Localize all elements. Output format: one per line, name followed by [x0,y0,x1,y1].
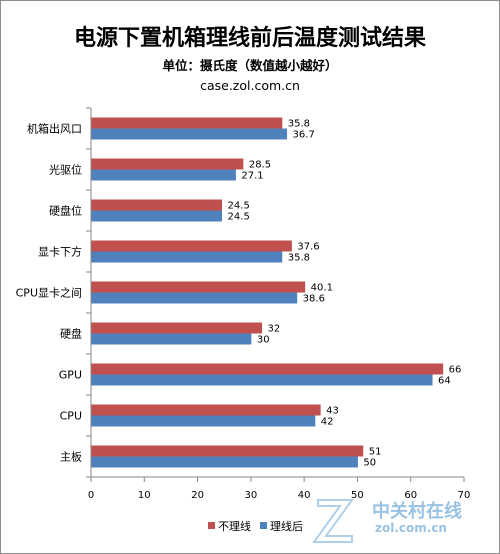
x-tick-label: 20 [191,490,204,501]
x-tick-label: 0 [88,490,94,501]
data-label: 37.6 [297,242,319,253]
watermark-text: 中关村在线 [372,500,462,522]
data-label: 64 [438,376,451,387]
data-label: 66 [449,365,462,376]
category-label: 机箱出风口 [27,122,82,136]
bar-before [91,199,223,211]
bar-before [91,404,321,416]
chart-source: case.zol.com.cn [200,78,300,93]
x-tick-label: 60 [404,490,417,501]
data-label: 42 [321,417,334,428]
bar-before [91,117,283,129]
bar-after [91,210,223,222]
bar-before [91,281,306,293]
x-tick-label: 10 [138,490,151,501]
bar-before [91,240,292,252]
x-tick-label: 40 [298,490,311,501]
bar-after [91,456,358,468]
legend-label: 理线后 [270,519,303,533]
bar-after [91,415,316,427]
legend-label: 不理线 [218,519,251,533]
data-label: 51 [369,447,382,458]
data-label: 35.8 [288,253,310,264]
bar-after [91,169,236,181]
bar-before [91,445,364,457]
data-label: 35.8 [288,119,310,130]
watermark-subtext: zol.com.cn [375,521,447,535]
bar-after [91,251,283,263]
bar-before [91,322,263,334]
category-label: 硬盘 [60,327,82,341]
data-label: 38.6 [303,294,325,305]
category-label: GPU [59,369,82,382]
data-label: 32 [268,324,281,335]
category-label: 光驱位 [49,163,82,177]
data-label: 28.5 [249,160,271,171]
category-label: CPU显卡之间 [16,286,82,300]
chart-title: 电源下置机箱理线前后温度测试结果 [73,26,426,51]
category-label: 主板 [60,450,82,464]
x-tick-label: 50 [351,490,364,501]
category-label: CPU [60,410,82,423]
bar-before [91,363,444,375]
data-label: 43 [326,406,339,417]
x-tick-label: 30 [244,490,257,501]
x-tick-label: 70 [458,490,471,501]
legend-swatch [260,522,267,529]
bar-after [91,292,298,304]
data-label: 36.7 [293,130,315,141]
data-label: 24.5 [228,212,250,223]
legend-swatch [208,522,215,529]
bar-after [91,128,288,140]
data-label: 24.5 [228,201,250,212]
category-label: 显卡下方 [38,245,82,259]
data-label: 40.1 [311,283,333,294]
zol-logo-icon [312,499,354,543]
bar-before [91,158,244,170]
chart-subtitle: 单位：摄氏度（数值越小越好） [162,58,338,73]
category-label: 硬盘位 [49,204,82,218]
data-label: 30 [257,335,270,346]
bar-after [91,374,433,386]
bar-after [91,333,252,345]
data-label: 27.1 [241,171,263,182]
data-label: 50 [363,458,376,469]
